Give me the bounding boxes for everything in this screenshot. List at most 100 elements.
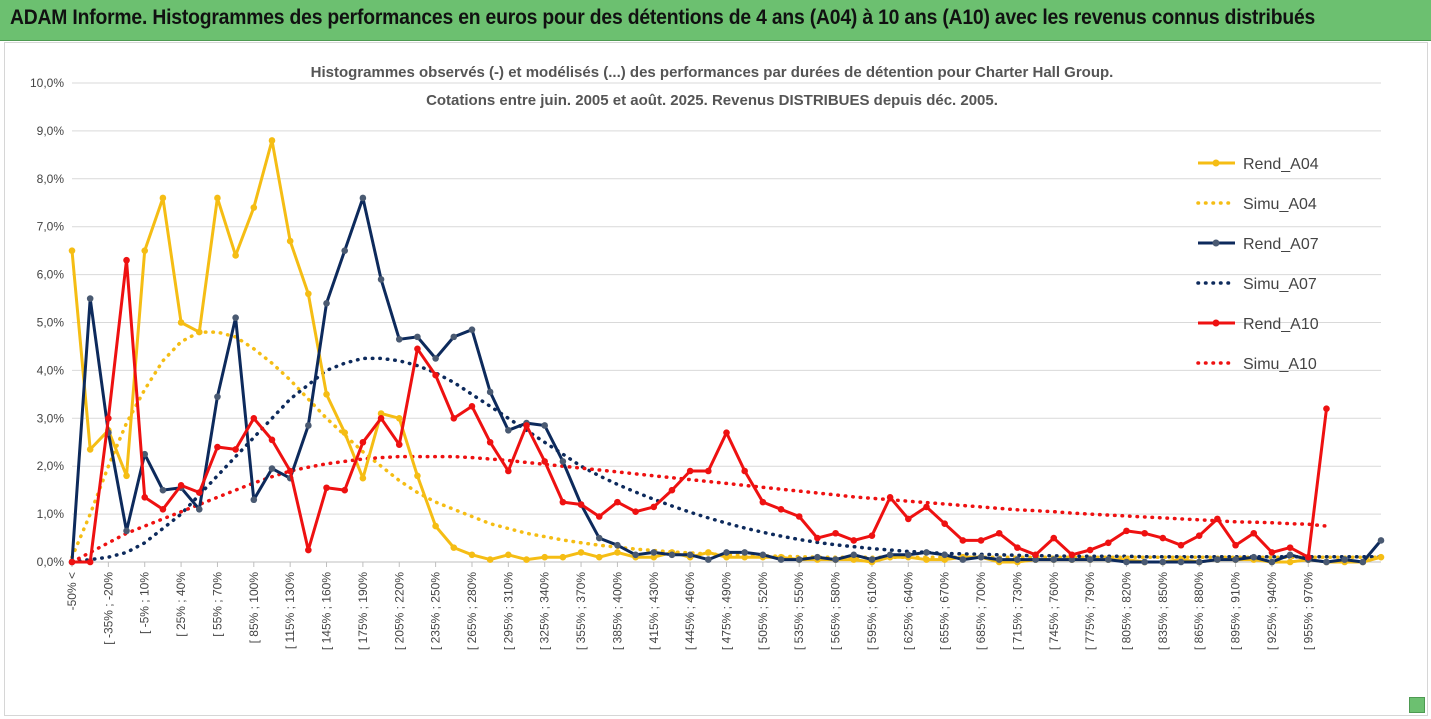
legend-entry-Simu_A10: Simu_A10 — [1196, 356, 1317, 373]
data-point — [286, 467, 294, 475]
data-point — [595, 534, 603, 542]
data-point — [86, 295, 94, 302]
x-tick-label: [ 295% ; 310% — [501, 572, 515, 650]
data-point — [486, 556, 494, 563]
y-tick-label: 1,0% — [37, 507, 65, 521]
data-point — [250, 496, 258, 504]
data-point — [377, 276, 385, 283]
chart-title-line-2: Cotations entre juin. 2005 et août. 2025… — [426, 92, 998, 109]
data-point — [268, 465, 276, 472]
x-tick-label: [ 55% ; 70% — [210, 572, 224, 637]
data-point — [1323, 558, 1330, 566]
data-point — [977, 553, 985, 561]
data-point — [505, 426, 512, 434]
data-point — [686, 551, 694, 559]
data-point — [68, 558, 76, 566]
series-Simu_A04 — [70, 330, 1383, 559]
data-point — [1177, 541, 1185, 549]
x-tick-label: [ 595% ; 610% — [865, 572, 879, 650]
x-tick-label: [ 925% ; 940% — [1265, 572, 1279, 650]
legend-marker — [1212, 239, 1220, 247]
data-point — [432, 522, 439, 530]
x-tick-label: [ 115% ; 130% — [283, 572, 297, 649]
report-title: ADAM Informe. Histogrammes des performan… — [10, 6, 1316, 29]
data-point — [541, 553, 548, 561]
data-point — [1068, 556, 1076, 563]
data-point — [1195, 558, 1203, 566]
resize-handle[interactable] — [1409, 697, 1425, 713]
data-point — [1286, 544, 1294, 551]
data-point — [923, 503, 930, 511]
data-point — [923, 549, 930, 556]
data-point — [886, 551, 894, 559]
x-tick-label: [ 955% ; 970% — [1301, 572, 1315, 650]
data-point — [305, 290, 312, 298]
data-point — [341, 247, 349, 254]
data-point — [614, 498, 621, 506]
data-point — [377, 415, 385, 422]
data-point — [650, 503, 658, 511]
data-point — [232, 252, 239, 259]
data-point — [1086, 546, 1094, 554]
histogram-chart: 0,0% 1,0% 2,0% 3,0% 4,0% 5,0% 6,0% 7,0% 8,0% 9,0%… — [30, 64, 1385, 650]
data-point — [1195, 532, 1203, 539]
data-point — [450, 415, 458, 422]
data-point — [668, 486, 676, 494]
x-tick-label: [ 25% ; 40% — [174, 572, 188, 637]
x-tick-label: [ 775% ; 790% — [1083, 572, 1097, 650]
data-point — [959, 556, 967, 563]
series-line-Rend_A10 — [72, 258, 1328, 564]
data-point — [759, 551, 767, 559]
data-point — [905, 515, 912, 523]
data-point — [359, 194, 367, 202]
data-point — [559, 458, 567, 465]
data-point — [486, 438, 494, 446]
report-banner: ADAM Informe. Histogrammes des performan… — [0, 0, 1431, 41]
x-tick-label: [ -5% ; 10% — [138, 572, 152, 634]
data-point — [614, 549, 621, 556]
y-tick-label: 0,0% — [37, 555, 65, 569]
series-Rend_A04 — [68, 137, 1385, 566]
data-point — [868, 532, 876, 539]
data-point — [195, 489, 203, 496]
x-tick-label: [ 865% ; 880% — [1192, 572, 1206, 650]
data-point — [1377, 537, 1385, 544]
chart-frame[interactable]: 0,0% 1,0% 2,0% 3,0% 4,0% 5,0% 6,0% 7,0% 8,0% 9,0%… — [4, 42, 1428, 716]
data-point — [450, 333, 458, 341]
data-point — [1286, 558, 1294, 566]
data-point — [359, 438, 367, 446]
data-point — [414, 472, 421, 480]
data-point — [1141, 529, 1148, 537]
data-point — [1086, 556, 1094, 563]
legend-label: Simu_A04 — [1243, 196, 1317, 213]
x-tick-label: [ 145% ; 160% — [320, 572, 334, 650]
data-point — [1104, 539, 1112, 547]
data-point — [105, 415, 112, 422]
data-point — [1232, 541, 1239, 549]
data-point — [1104, 556, 1112, 563]
data-point — [795, 513, 803, 520]
chart-title-line-1: Histogrammes observés (-) et modélisés (… — [311, 64, 1114, 81]
x-tick-label: [ 835% ; 850% — [1156, 572, 1170, 650]
data-point — [959, 537, 967, 544]
data-point — [850, 537, 858, 544]
y-tick-label: 2,0% — [37, 459, 65, 473]
data-point — [523, 556, 530, 563]
data-point — [250, 415, 258, 422]
x-tick-label: [ 415% ; 430% — [647, 572, 661, 650]
data-point — [1214, 556, 1221, 563]
x-tick-label: [ 535% ; 550% — [792, 572, 806, 650]
data-point — [414, 333, 421, 341]
x-tick-label: [ 265% ; 280% — [465, 572, 479, 650]
legend-entry-Simu_A04: Simu_A04 — [1196, 196, 1317, 213]
data-point — [705, 467, 712, 475]
y-tick-label: 8,0% — [37, 172, 65, 186]
data-point — [723, 429, 730, 436]
data-point — [559, 553, 567, 561]
x-tick-label: [ 625% ; 640% — [901, 572, 915, 650]
legend-entry-Rend_A10: Rend_A10 — [1198, 316, 1319, 333]
data-point — [577, 549, 585, 556]
data-point — [177, 482, 185, 489]
data-point — [777, 556, 785, 563]
y-tick-label: 10,0% — [30, 76, 64, 90]
